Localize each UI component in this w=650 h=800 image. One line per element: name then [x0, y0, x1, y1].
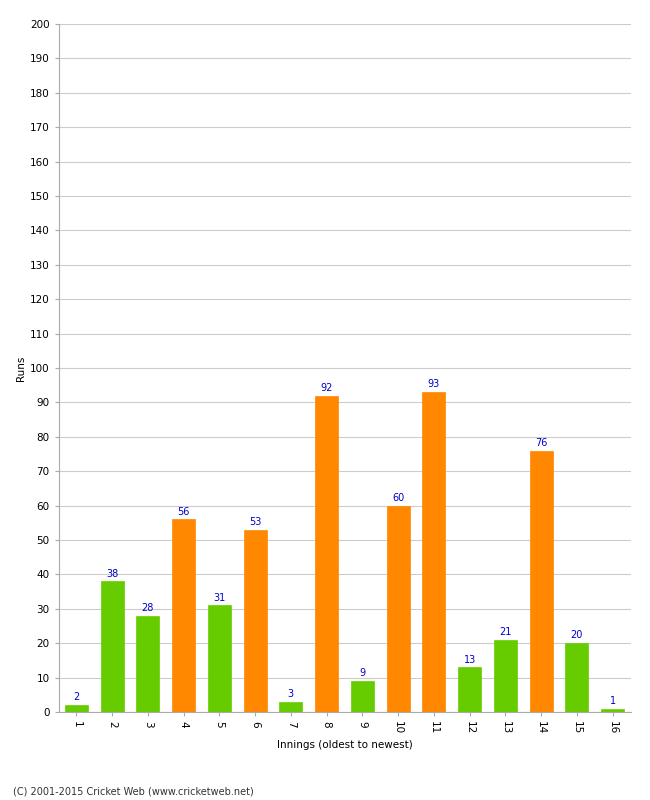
- Text: 56: 56: [177, 506, 190, 517]
- Text: 13: 13: [463, 654, 476, 665]
- Bar: [601, 709, 624, 712]
- Bar: [280, 702, 302, 712]
- Bar: [315, 395, 338, 712]
- Bar: [351, 681, 374, 712]
- Text: 2: 2: [73, 692, 79, 702]
- Bar: [65, 705, 88, 712]
- Bar: [208, 606, 231, 712]
- Text: 31: 31: [213, 593, 226, 602]
- Bar: [136, 616, 159, 712]
- Text: 53: 53: [249, 517, 261, 527]
- Bar: [458, 667, 481, 712]
- Bar: [494, 640, 517, 712]
- Bar: [172, 519, 195, 712]
- Text: 92: 92: [320, 382, 333, 393]
- Bar: [101, 582, 124, 712]
- Text: 38: 38: [106, 569, 118, 578]
- Text: 60: 60: [392, 493, 404, 503]
- Text: 93: 93: [428, 379, 440, 390]
- Bar: [422, 392, 445, 712]
- Text: 9: 9: [359, 668, 365, 678]
- Text: 21: 21: [499, 627, 512, 637]
- Text: 1: 1: [610, 696, 616, 706]
- Bar: [244, 530, 266, 712]
- Bar: [566, 643, 588, 712]
- Bar: [387, 506, 410, 712]
- Text: 20: 20: [571, 630, 583, 641]
- Text: 76: 76: [535, 438, 547, 448]
- Text: (C) 2001-2015 Cricket Web (www.cricketweb.net): (C) 2001-2015 Cricket Web (www.cricketwe…: [13, 786, 254, 796]
- X-axis label: Innings (oldest to newest): Innings (oldest to newest): [277, 740, 412, 750]
- Bar: [530, 450, 552, 712]
- Y-axis label: Runs: Runs: [16, 355, 25, 381]
- Text: 28: 28: [142, 603, 154, 613]
- Text: 3: 3: [288, 689, 294, 699]
